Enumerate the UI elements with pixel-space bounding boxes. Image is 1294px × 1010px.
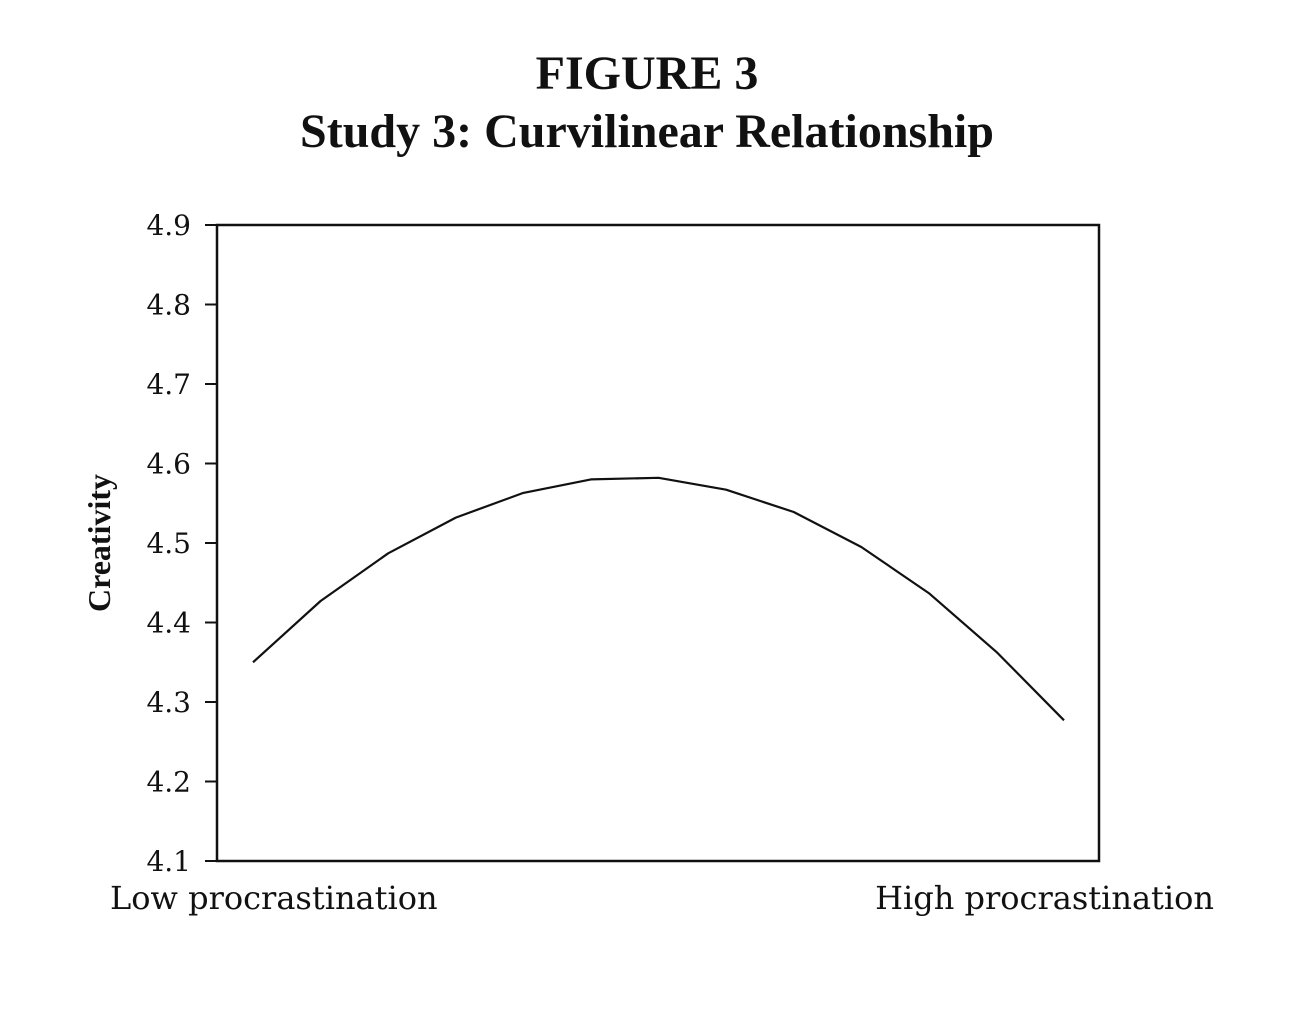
y-tick-label: 4.3 bbox=[146, 686, 191, 719]
y-tick-label: 4.1 bbox=[146, 845, 191, 878]
x-axis-high-label: High procrastination bbox=[875, 879, 1214, 917]
y-tick-label: 4.5 bbox=[146, 527, 191, 560]
figure-title: Study 3: Curvilinear Relationship bbox=[300, 105, 994, 158]
y-axis-title: Creativity bbox=[81, 474, 117, 612]
x-axis-low-label: Low procrastination bbox=[110, 879, 438, 917]
y-tick-label: 4.8 bbox=[146, 289, 191, 322]
y-tick-label: 4.7 bbox=[146, 368, 191, 401]
y-axis-ticks bbox=[205, 224, 217, 862]
series-line bbox=[252, 476, 1065, 722]
y-tick-label: 4.9 bbox=[146, 209, 191, 242]
y-axis-tick-labels: 4.1 4.2 4.3 4.4 4.5 4.6 4.7 4.8 4.9 bbox=[146, 209, 191, 878]
y-tick-label: 4.6 bbox=[146, 448, 191, 481]
y-tick-label: 4.4 bbox=[146, 607, 191, 640]
y-tick-label: 4.2 bbox=[146, 766, 191, 799]
plot-frame bbox=[215, 223, 1101, 863]
figure-label: FIGURE 3 bbox=[535, 47, 759, 100]
